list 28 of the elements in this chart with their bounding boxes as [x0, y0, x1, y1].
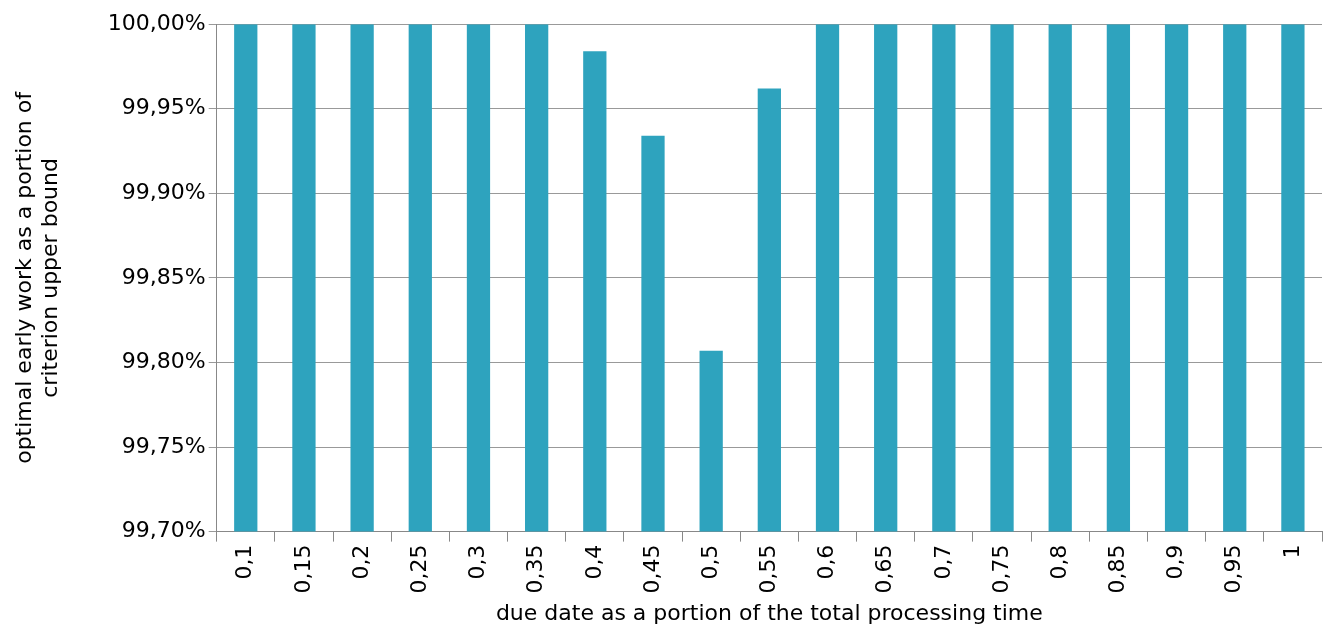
y-tick-label: 99,75%: [121, 432, 206, 458]
y-tick-label: 99,95%: [121, 94, 206, 120]
x-tick-label: 0,55: [755, 544, 781, 594]
y-tick-label: 99,90%: [121, 179, 206, 205]
x-tick-label: 0,65: [871, 544, 897, 594]
x-tick-label: 0,8: [1045, 544, 1071, 580]
x-tick-label: 0,1: [231, 544, 257, 580]
x-tick-label: 0,5: [696, 544, 722, 580]
x-tick-label: 0,85: [1104, 544, 1130, 594]
x-tick-label: 1: [1278, 544, 1304, 559]
x-tick-label: 0,75: [987, 544, 1013, 594]
x-tick-label: 0,9: [1162, 544, 1188, 580]
x-tick-label: 0,25: [406, 544, 432, 594]
x-axis-title: due date as a portion of the total processing time: [495, 599, 1043, 625]
x-tick-label: 0,6: [813, 544, 839, 580]
y-tick-label: 99,70%: [121, 517, 206, 543]
x-tick-label: 0,95: [1220, 544, 1246, 594]
y-axis-title: optimal early work as a portion of criterion upper bound: [10, 90, 63, 464]
x-tick-label: 0,2: [347, 544, 373, 580]
x-tick-label: 0,4: [580, 544, 606, 580]
y-tick-label: 100,00%: [107, 9, 206, 35]
y-tick-label: 99,80%: [121, 348, 206, 374]
x-tick-label: 0,15: [289, 544, 315, 594]
y-tick-label: 99,85%: [121, 263, 206, 289]
x-tick-label: 0,3: [464, 544, 490, 580]
x-tick-label: 0,35: [522, 544, 548, 594]
x-tick-label: 0,7: [929, 544, 955, 580]
x-tick-label: 0,45: [638, 544, 664, 594]
